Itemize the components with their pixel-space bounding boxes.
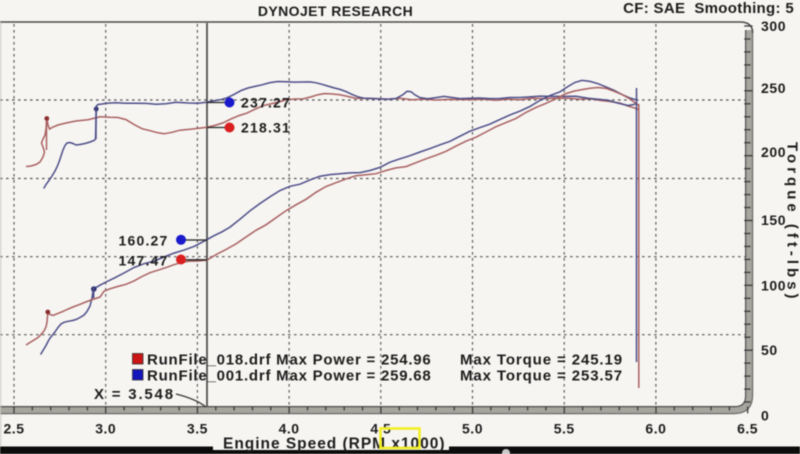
svg-text:237.27: 237.27 xyxy=(241,95,291,111)
svg-text:Max Torque = 253.57: Max Torque = 253.57 xyxy=(460,368,623,385)
svg-text:2.5: 2.5 xyxy=(4,421,25,437)
svg-text:50: 50 xyxy=(761,342,778,358)
svg-text:300: 300 xyxy=(761,18,786,34)
svg-text:218.31: 218.31 xyxy=(241,120,291,136)
svg-text:6.5: 6.5 xyxy=(737,421,758,437)
svg-text:100: 100 xyxy=(761,278,786,294)
svg-text:0: 0 xyxy=(761,408,769,424)
svg-text:DYNOJET RESEARCH: DYNOJET RESEARCH xyxy=(258,3,413,19)
svg-text:Torque (ft-lbs): Torque (ft-lbs) xyxy=(784,142,800,303)
svg-text:5.5: 5.5 xyxy=(554,421,575,437)
svg-text:200: 200 xyxy=(761,144,786,160)
svg-text:X = 3.548: X = 3.548 xyxy=(94,386,175,403)
svg-text:RunFile_018.drf Max Power = 25: RunFile_018.drf Max Power = 254.96 xyxy=(147,352,432,369)
svg-text:150: 150 xyxy=(761,212,786,228)
svg-text:3.0: 3.0 xyxy=(95,421,116,437)
svg-text:160.27: 160.27 xyxy=(119,232,169,248)
svg-text:Engine Speed (RPM x1000): Engine Speed (RPM x1000) xyxy=(223,436,446,453)
svg-text:4.0: 4.0 xyxy=(279,421,300,437)
svg-text:RunFile_001.drf Max Power = 25: RunFile_001.drf Max Power = 259.68 xyxy=(147,368,432,385)
svg-text:6.0: 6.0 xyxy=(645,421,666,437)
svg-text:3.5: 3.5 xyxy=(187,421,208,437)
svg-text:Max Torque = 245.19: Max Torque = 245.19 xyxy=(460,352,623,369)
svg-text:CF: SAE Smoothing: 5: CF: SAE Smoothing: 5 xyxy=(623,0,794,17)
svg-text:250: 250 xyxy=(761,80,786,96)
svg-text:147.47: 147.47 xyxy=(119,252,169,268)
svg-text:5.0: 5.0 xyxy=(462,421,483,437)
